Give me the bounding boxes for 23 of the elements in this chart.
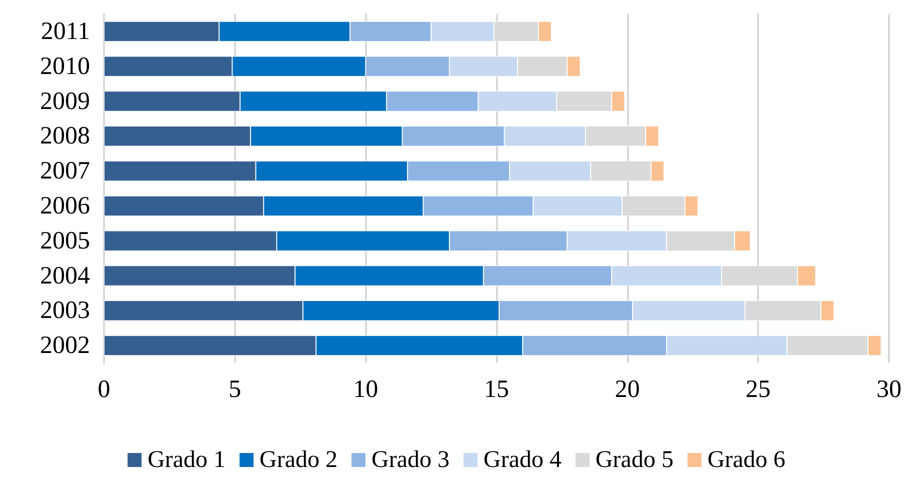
legend-label: Grado 3 bbox=[372, 447, 450, 473]
y-tick-label: 2005 bbox=[40, 227, 90, 254]
y-tick-label: 2003 bbox=[40, 297, 90, 324]
x-tick-label: 10 bbox=[353, 376, 378, 403]
legend-label: Grado 4 bbox=[484, 447, 562, 473]
x-tick-label: 30 bbox=[876, 376, 902, 403]
y-tick-label: 2006 bbox=[40, 192, 90, 220]
x-tick-label: 25 bbox=[746, 376, 771, 403]
y-tick-label: 2009 bbox=[40, 88, 90, 115]
y-tick-label: 2011 bbox=[40, 18, 90, 45]
legend-label: Grado 5 bbox=[595, 447, 674, 473]
legend-label: Grado 2 bbox=[260, 447, 338, 473]
x-tick-label: 15 bbox=[484, 376, 509, 403]
x-tick-label: 5 bbox=[228, 376, 242, 403]
x-tick-label: 0 bbox=[98, 376, 110, 403]
y-tick-label: 2007 bbox=[40, 158, 90, 185]
y-tick-label: 2008 bbox=[40, 122, 90, 150]
y-tick-label: 2004 bbox=[40, 262, 90, 290]
legend-label: Grado 1 bbox=[148, 447, 226, 473]
x-tick-label: 20 bbox=[614, 376, 640, 403]
y-tick-label: 2010 bbox=[40, 52, 90, 80]
y-tick-label: 2002 bbox=[40, 332, 90, 360]
legend-label: Grado 6 bbox=[707, 447, 786, 473]
